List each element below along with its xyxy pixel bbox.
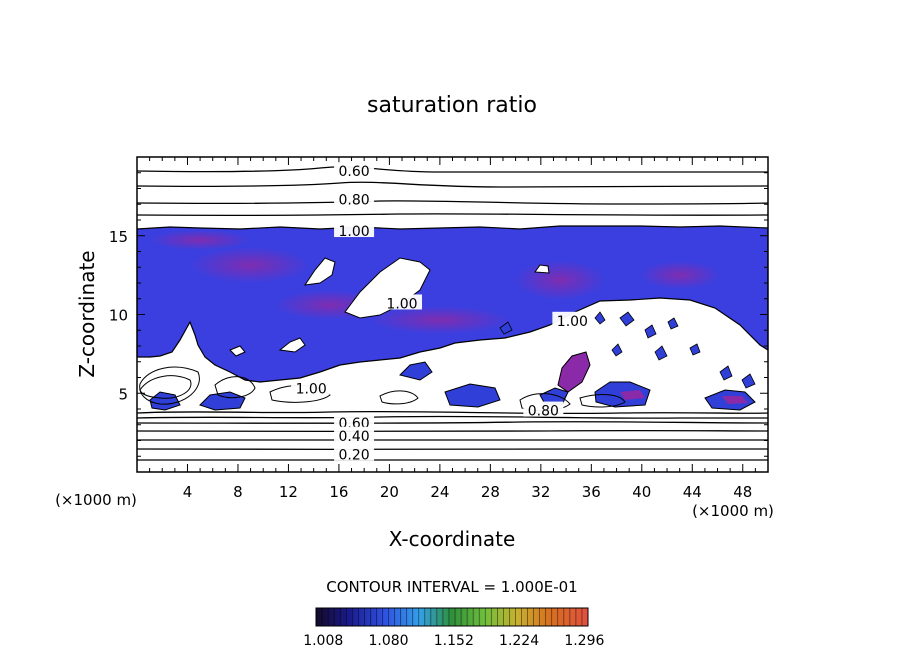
- svg-text:0.80: 0.80: [338, 193, 369, 209]
- x-tick-label: 16: [329, 483, 348, 501]
- colorbar-label: 1.152: [434, 633, 474, 649]
- x-axis-label: X-coordinate: [389, 527, 516, 551]
- contour-label: 1.00: [291, 379, 332, 398]
- svg-text:1.00: 1.00: [557, 314, 588, 330]
- x-tick-label: 44: [683, 483, 702, 501]
- x-tick-labels: 4 8 12 16 20 24 28 32 36 40 44 48: [183, 483, 753, 501]
- colorbar-label: 1.224: [499, 633, 539, 649]
- x-tick-label: 40: [632, 483, 651, 501]
- contour-lines: [137, 166, 768, 462]
- colorbar-label: 1.008: [303, 633, 343, 649]
- x-tick-label: 24: [430, 483, 449, 501]
- saturation-field: [137, 225, 768, 411]
- contour-label: 1.00: [382, 294, 423, 312]
- contour-label: 1.00: [334, 222, 375, 240]
- svg-text:0.20: 0.20: [338, 448, 369, 464]
- x-unit-label: (×1000 m): [692, 502, 774, 520]
- x-tick-label: 12: [279, 483, 298, 501]
- colorbar: [315, 607, 589, 627]
- y-axis-label: Z-coordinate: [75, 250, 99, 377]
- z-tick-labels: 5 10 15: [109, 228, 128, 404]
- z-unit-label: (×1000 m): [55, 491, 137, 509]
- x-tick-label: 48: [733, 483, 752, 501]
- x-tick-label: 20: [380, 483, 399, 501]
- x-tick-label: 36: [582, 483, 601, 501]
- contour-labels: 0.600.801.001.001.001.000.800.600.400.20: [291, 162, 593, 464]
- z-tick-label: 15: [109, 228, 128, 246]
- contour-interval-text: CONTOUR INTERVAL = 1.000E-01: [326, 578, 577, 596]
- z-tick-label: 5: [118, 385, 128, 403]
- svg-text:1.00: 1.00: [386, 296, 417, 312]
- contour-label: 0.80: [523, 401, 564, 420]
- svg-text:1.00: 1.00: [296, 382, 327, 398]
- x-tick-label: 32: [531, 483, 550, 501]
- contour-label: 0.20: [334, 445, 375, 464]
- contour-label: 0.80: [334, 190, 375, 209]
- svg-text:0.40: 0.40: [338, 429, 369, 445]
- axis-ticks: [137, 157, 768, 472]
- svg-text:1.00: 1.00: [338, 224, 369, 240]
- x-tick-label: 4: [183, 483, 193, 501]
- z-tick-label: 10: [109, 307, 128, 325]
- colorbar-label: 1.296: [564, 633, 604, 649]
- contour-label: 0.60: [334, 162, 375, 180]
- svg-text:0.60: 0.60: [338, 164, 369, 180]
- chart-title: saturation ratio: [367, 93, 537, 118]
- svg-text:0.80: 0.80: [528, 404, 559, 420]
- x-tick-label: 8: [233, 483, 243, 501]
- contour-label: 1.00: [552, 311, 593, 330]
- colorbar-labels: 1.008 1.080 1.152 1.224 1.296: [303, 633, 604, 649]
- colorbar-stripes: [321, 608, 583, 626]
- x-tick-label: 28: [481, 483, 500, 501]
- contour-label: 0.40: [334, 426, 375, 445]
- colorbar-label: 1.080: [368, 633, 408, 649]
